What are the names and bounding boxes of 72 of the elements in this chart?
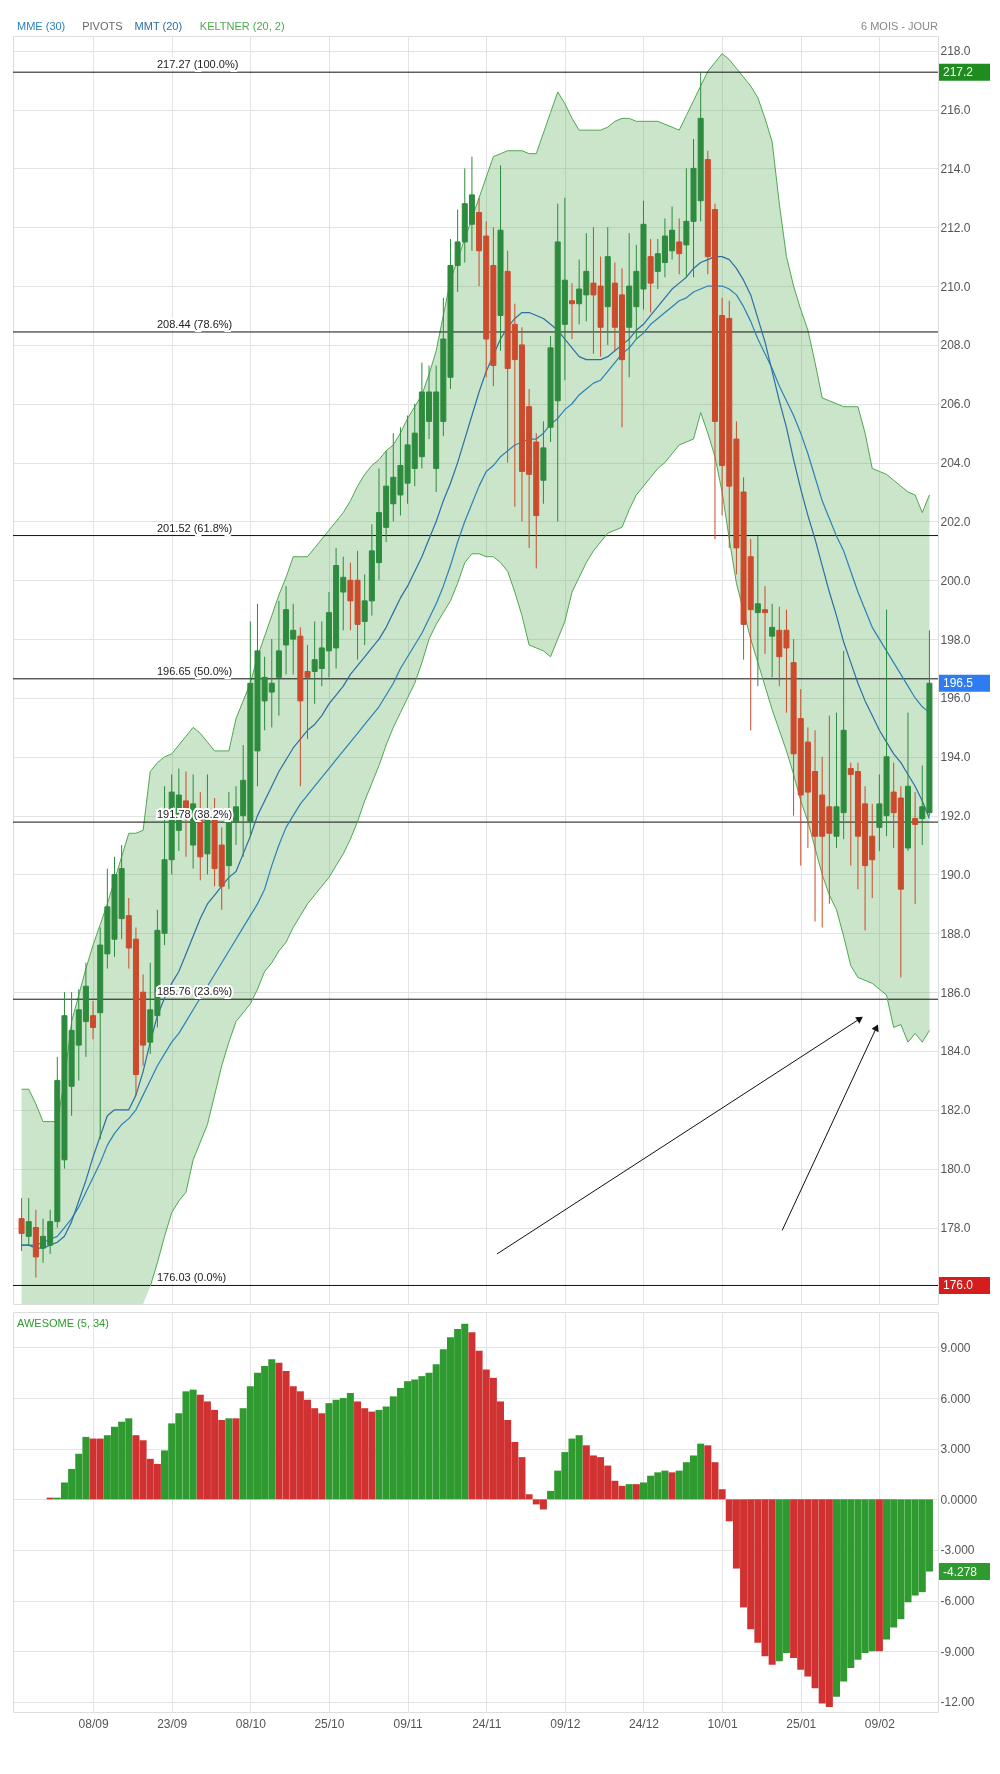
text: AWESOME (5, 34)	[17, 1317, 109, 1329]
bar	[225, 1418, 233, 1500]
ref-line-label: 217.27 (100.0%)	[157, 58, 239, 71]
candlestick	[762, 585, 769, 655]
text: 196.5	[943, 676, 974, 691]
candlestick	[769, 603, 776, 678]
candlestick	[676, 217, 683, 275]
y-tick-label: 6.000	[940, 1391, 971, 1406]
y-tick-label: 196.0	[940, 691, 971, 706]
y-tick-label: 198.0	[940, 632, 971, 647]
x-tick-label: 24/12	[628, 1716, 660, 1731]
text: MMT (20)	[134, 20, 183, 32]
ref-line-label: 176.03 (0.0%)	[157, 1271, 227, 1284]
line-series	[149, 412, 930, 1287]
y-tick-label: -9.000	[940, 1644, 975, 1659]
y-tick-label: 214.0	[940, 161, 971, 176]
bar	[625, 1484, 633, 1500]
x-tick-label: 25/10	[314, 1716, 345, 1731]
y-tick-label: 210.0	[940, 279, 971, 294]
x-tick-label: 09/02	[864, 1716, 896, 1731]
bar	[232, 1418, 240, 1500]
text: 6 MOIS - JOUR	[860, 20, 939, 32]
text: MME (30)	[17, 20, 66, 32]
y-tick-label: -6.000	[940, 1594, 975, 1609]
ref-line-label: 191.78 (38.2%)	[157, 808, 233, 821]
ref-line-label: 208.44 (78.6%)	[157, 317, 233, 330]
x-tick-label: 25/01	[786, 1716, 817, 1731]
text: 217.2	[943, 65, 974, 80]
ref-line-label: 196.65 (50.0%)	[157, 664, 233, 677]
y-tick-label: 218.0	[940, 44, 971, 59]
y-tick-label: 3.000	[940, 1442, 971, 1457]
x-tick-label: 08/10	[235, 1716, 267, 1731]
candlestick	[25, 1197, 32, 1246]
y-tick-label: 190.0	[940, 867, 971, 882]
ref-line-label: 201.52 (61.8%)	[157, 521, 233, 534]
bar	[875, 1499, 883, 1652]
y-tick-label: 186.0	[940, 985, 971, 1000]
text: KELTNER (20, 2)	[199, 20, 285, 32]
y-tick-label: 194.0	[940, 750, 971, 765]
x-tick-label: 24/11	[472, 1716, 502, 1731]
y-tick-label: -3.000	[940, 1543, 975, 1558]
y-tick-label: 188.0	[940, 926, 971, 941]
y-tick-label: 212.0	[940, 220, 971, 235]
x-tick-label: 09/12	[550, 1716, 581, 1731]
x-tick-label: 08/09	[78, 1716, 109, 1731]
candlestick	[569, 282, 575, 340]
text: -4.278	[943, 1564, 978, 1579]
text: PIVOTS	[82, 20, 123, 32]
y-tick-label: 216.0	[940, 103, 971, 118]
x-tick-label: 10/01	[707, 1716, 738, 1731]
candlestick	[90, 1000, 97, 1040]
y-tick-label: 0.0000	[940, 1492, 978, 1507]
y-tick-label: 206.0	[940, 397, 971, 412]
text: 176.0	[943, 1278, 974, 1293]
y-tick-label: 178.0	[940, 1221, 971, 1236]
y-tick-label: 192.0	[940, 809, 971, 824]
candlestick	[912, 791, 919, 905]
bar	[632, 1484, 640, 1500]
y-tick-label: 180.0	[940, 1162, 971, 1177]
y-tick-label: 182.0	[940, 1103, 971, 1118]
y-tick-label: 202.0	[940, 514, 971, 529]
candlestick	[754, 535, 761, 687]
y-tick-label: 9.000	[940, 1340, 971, 1355]
bar	[668, 1472, 676, 1500]
y-tick-label: 184.0	[940, 1044, 971, 1059]
x-tick-label: 09/11	[393, 1716, 423, 1731]
y-tick-label: -12.00	[940, 1695, 975, 1710]
x-tick-label: 23/09	[157, 1716, 188, 1731]
y-tick-label: 204.0	[940, 456, 971, 471]
y-tick-label: 200.0	[940, 573, 971, 588]
y-tick-label: 208.0	[940, 338, 971, 353]
candlestick	[18, 1197, 25, 1252]
